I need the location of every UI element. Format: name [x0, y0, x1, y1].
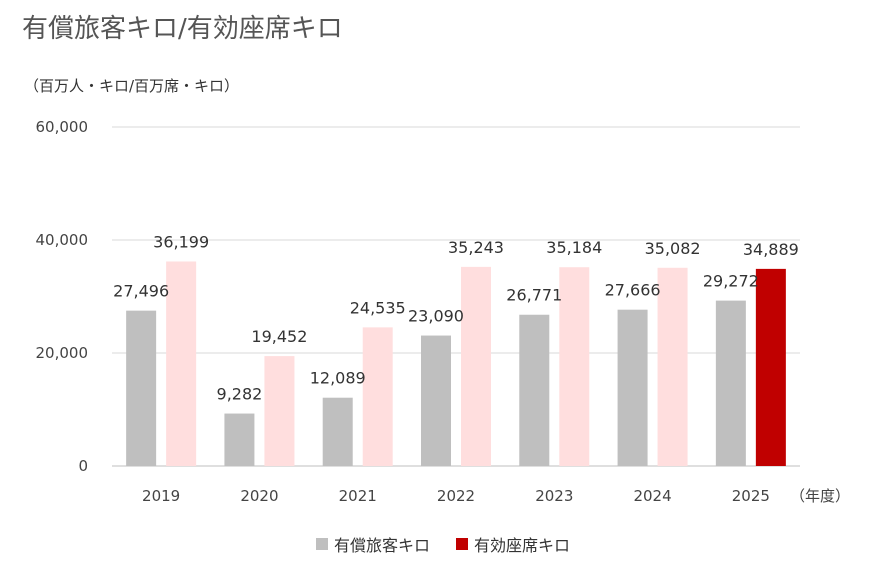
- bar-rpk: [519, 314, 550, 466]
- data-label: 35,243: [448, 238, 504, 257]
- data-label: 34,889: [743, 240, 799, 259]
- bar-ask: [657, 267, 688, 466]
- y-axis-ticks: 0 20,000 40,000 60,000: [36, 118, 89, 475]
- legend: 有償旅客キロ 有効座席キロ: [0, 532, 886, 556]
- gridlines: [112, 126, 800, 467]
- bar-ask: [166, 261, 197, 466]
- chart-title: 有償旅客キロ/有効座席キロ: [22, 14, 343, 44]
- bar-ask: [559, 267, 590, 466]
- bars: [126, 261, 786, 466]
- data-labels: 27,496 36,199 9,282 19,452 12,089 24,535 23,09…: [113, 232, 799, 403]
- bar-chart: 0 20,000 40,000 60,000 27,496 36,199 9,282 19,…: [36, 118, 851, 505]
- data-label: 36,199: [153, 232, 209, 251]
- data-label: 35,184: [546, 238, 602, 257]
- data-label: 23,090: [408, 307, 464, 326]
- x-axis-unit-label: （年度）: [790, 487, 850, 505]
- x-tick-label: 2025: [732, 487, 770, 505]
- legend-label-rpk: 有償旅客キロ: [333, 536, 430, 555]
- bar-ask: [461, 266, 491, 466]
- legend-swatch-ask: [456, 538, 468, 550]
- legend-swatch-rpk: [315, 538, 328, 550]
- data-label: 27,496: [113, 282, 169, 301]
- data-label: 12,089: [310, 369, 366, 388]
- legend-label-ask: 有効座席キロ: [474, 536, 571, 555]
- bar-rpk: [715, 300, 746, 466]
- y-tick-label: 60,000: [36, 118, 89, 136]
- y-axis-unit-label: （百万人・キロ/百万席・キロ）: [24, 77, 240, 95]
- x-axis-ticks: 2019 2020 2021 2022 2023 2024 2025: [142, 487, 770, 505]
- bar-ask: [755, 268, 786, 466]
- data-label: 9,282: [217, 385, 263, 404]
- bar-ask: [362, 327, 393, 466]
- x-tick-label: 2024: [633, 487, 671, 505]
- x-tick-label: 2020: [240, 487, 278, 505]
- x-tick-label: 2023: [535, 487, 573, 505]
- y-tick-label: 40,000: [36, 231, 89, 249]
- bar-ask: [264, 356, 295, 466]
- y-tick-label: 20,000: [36, 344, 89, 362]
- data-label: 29,272: [703, 272, 759, 291]
- bar-rpk: [126, 310, 157, 466]
- bar-rpk: [224, 413, 255, 466]
- data-label: 26,771: [506, 286, 562, 305]
- y-tick-label: 0: [78, 457, 88, 475]
- x-tick-label: 2021: [339, 487, 377, 505]
- data-label: 35,082: [645, 239, 701, 258]
- x-tick-label: 2019: [142, 487, 180, 505]
- bar-rpk: [421, 335, 451, 466]
- bar-rpk: [617, 309, 648, 466]
- data-label: 24,535: [350, 298, 406, 317]
- legend-item-rpk: 有償旅客キロ: [315, 532, 430, 556]
- x-tick-label: 2022: [437, 487, 475, 505]
- bar-rpk: [322, 397, 353, 466]
- legend-item-ask: 有効座席キロ: [456, 532, 570, 556]
- data-label: 19,452: [251, 327, 307, 346]
- data-label: 27,666: [605, 281, 661, 300]
